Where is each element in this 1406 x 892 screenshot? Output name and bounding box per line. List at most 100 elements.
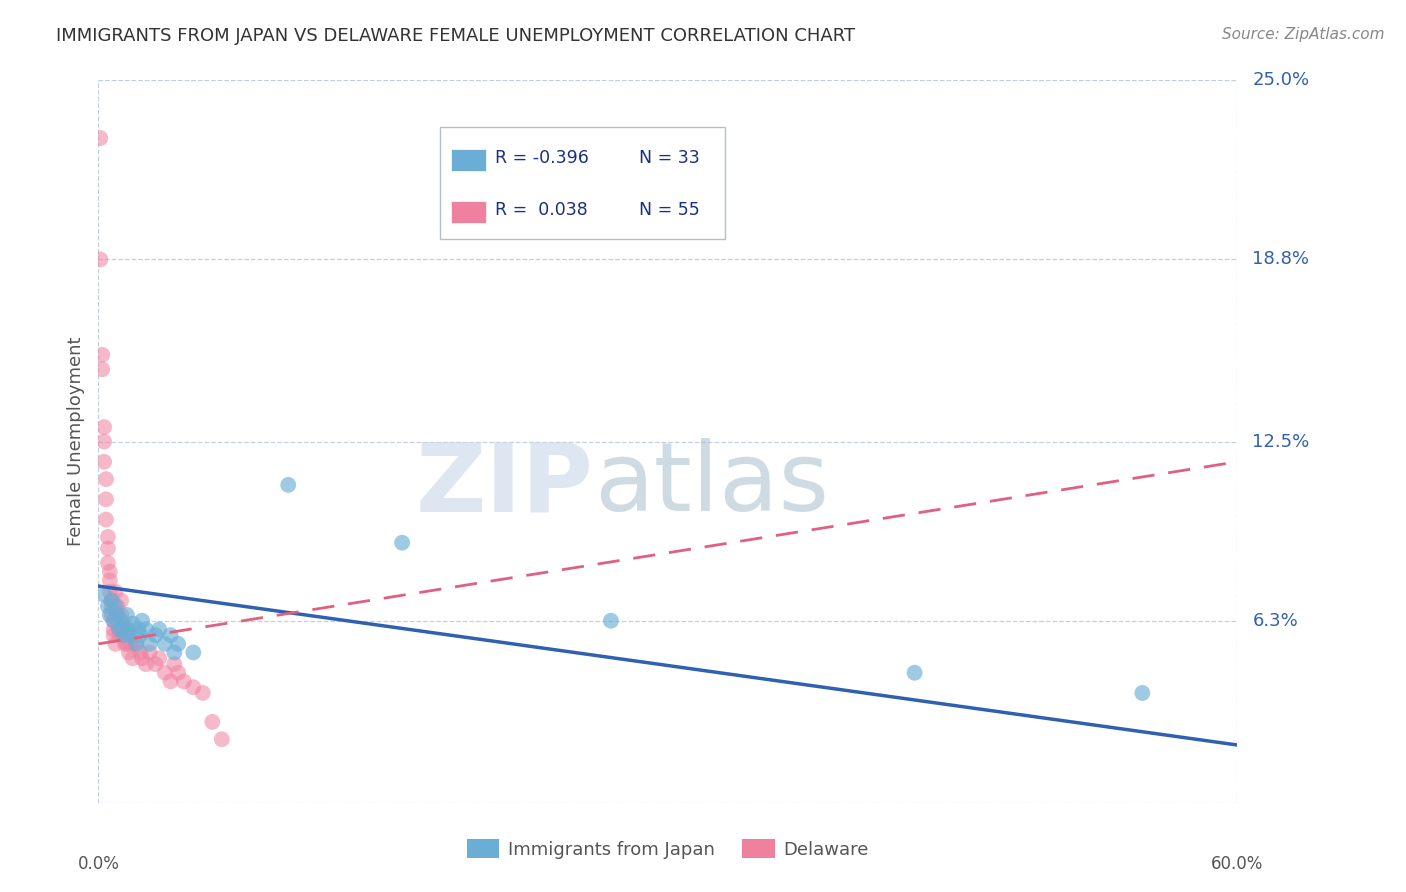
Point xyxy=(110,607,132,622)
Point xyxy=(148,623,170,637)
Bar xyxy=(451,201,485,223)
Point xyxy=(108,628,131,642)
Point xyxy=(163,646,186,660)
Point xyxy=(108,623,131,637)
Text: 0.0%: 0.0% xyxy=(77,855,120,872)
Point xyxy=(97,599,120,614)
Text: ZIP: ZIP xyxy=(416,438,593,532)
Point xyxy=(114,628,136,642)
Point xyxy=(1132,686,1154,700)
Point xyxy=(97,556,120,570)
Point xyxy=(94,492,117,507)
Point xyxy=(110,614,132,628)
Point xyxy=(163,657,186,671)
Text: 6.3%: 6.3% xyxy=(1253,612,1298,630)
Point xyxy=(110,593,132,607)
Point xyxy=(97,530,120,544)
Point xyxy=(121,616,143,631)
Point xyxy=(104,599,127,614)
Text: N = 33: N = 33 xyxy=(640,149,700,167)
Point xyxy=(100,599,122,614)
Text: R = -0.396: R = -0.396 xyxy=(495,149,589,167)
Point xyxy=(103,628,125,642)
Point xyxy=(129,646,152,660)
Point xyxy=(120,628,142,642)
Point xyxy=(159,674,181,689)
Text: 12.5%: 12.5% xyxy=(1253,433,1310,450)
Point xyxy=(600,614,623,628)
Point xyxy=(112,628,135,642)
Text: 18.8%: 18.8% xyxy=(1253,251,1309,268)
Point xyxy=(107,607,129,622)
Text: R =  0.038: R = 0.038 xyxy=(495,201,588,219)
Point xyxy=(97,541,120,556)
Point xyxy=(98,584,121,599)
Point xyxy=(121,651,143,665)
Point xyxy=(100,607,122,622)
Point xyxy=(145,628,167,642)
Y-axis label: Female Unemployment: Female Unemployment xyxy=(66,337,84,546)
Point xyxy=(104,637,127,651)
Point xyxy=(118,646,141,660)
Point xyxy=(131,614,153,628)
Point xyxy=(93,420,115,434)
Point xyxy=(89,252,111,267)
Point xyxy=(115,637,138,651)
Point xyxy=(98,607,121,622)
Point xyxy=(191,686,214,700)
Point xyxy=(93,588,115,602)
Point xyxy=(91,362,114,376)
Point xyxy=(125,637,148,651)
Point xyxy=(145,657,167,671)
Point xyxy=(103,614,125,628)
Point xyxy=(107,616,129,631)
Point xyxy=(153,665,176,680)
Point xyxy=(104,584,127,599)
Point xyxy=(138,646,160,660)
Point xyxy=(904,665,927,680)
Text: 25.0%: 25.0% xyxy=(1253,71,1309,89)
Point xyxy=(167,665,190,680)
Point xyxy=(114,637,136,651)
Point xyxy=(112,623,135,637)
Point xyxy=(211,732,233,747)
Text: 60.0%: 60.0% xyxy=(1211,855,1264,872)
Point xyxy=(135,657,157,671)
Point xyxy=(138,637,160,651)
Point xyxy=(100,593,122,607)
Point xyxy=(277,478,299,492)
Point xyxy=(98,574,121,588)
Point xyxy=(148,651,170,665)
Point xyxy=(167,637,190,651)
Point xyxy=(94,512,117,526)
Bar xyxy=(451,149,485,170)
Point xyxy=(100,593,122,607)
Point xyxy=(129,628,152,642)
Point xyxy=(115,607,138,622)
Point xyxy=(127,623,149,637)
Point xyxy=(135,623,157,637)
Point xyxy=(93,455,115,469)
Point xyxy=(103,614,125,628)
Point xyxy=(125,637,148,651)
Point xyxy=(120,637,142,651)
Point xyxy=(183,680,205,694)
Point xyxy=(98,565,121,579)
Point xyxy=(108,623,131,637)
Point xyxy=(159,628,181,642)
Point xyxy=(153,637,176,651)
Point xyxy=(89,131,111,145)
Point xyxy=(391,535,413,549)
Text: Source: ZipAtlas.com: Source: ZipAtlas.com xyxy=(1222,27,1385,42)
Legend: Immigrants from Japan, Delaware: Immigrants from Japan, Delaware xyxy=(460,832,876,866)
Text: N = 55: N = 55 xyxy=(640,201,700,219)
Point xyxy=(118,623,141,637)
Point xyxy=(107,599,129,614)
Text: IMMIGRANTS FROM JAPAN VS DELAWARE FEMALE UNEMPLOYMENT CORRELATION CHART: IMMIGRANTS FROM JAPAN VS DELAWARE FEMALE… xyxy=(56,27,855,45)
Point xyxy=(103,623,125,637)
Text: atlas: atlas xyxy=(593,438,830,532)
Point xyxy=(91,348,114,362)
Point xyxy=(183,646,205,660)
Point xyxy=(112,616,135,631)
Point xyxy=(201,714,224,729)
